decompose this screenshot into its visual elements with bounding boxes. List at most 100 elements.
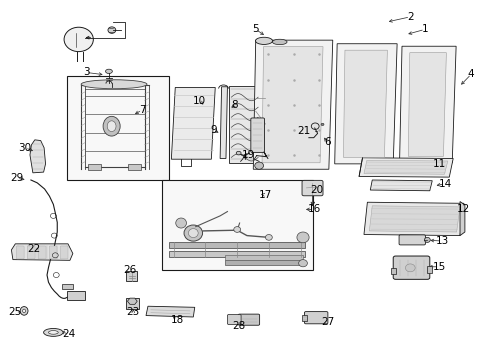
FancyBboxPatch shape <box>250 118 264 152</box>
Text: 6: 6 <box>324 138 330 147</box>
Bar <box>161 180 312 270</box>
Bar <box>126 298 139 309</box>
Text: 4: 4 <box>467 69 473 79</box>
Polygon shape <box>30 140 45 173</box>
Text: 10: 10 <box>193 96 206 106</box>
FancyBboxPatch shape <box>60 246 68 259</box>
Text: 13: 13 <box>434 236 447 246</box>
Ellipse shape <box>20 307 28 315</box>
FancyBboxPatch shape <box>227 315 241 324</box>
Text: 8: 8 <box>231 100 238 110</box>
FancyBboxPatch shape <box>398 235 425 245</box>
Text: 2: 2 <box>406 12 413 22</box>
Text: 7: 7 <box>139 105 145 115</box>
Polygon shape <box>358 158 452 177</box>
Ellipse shape <box>233 226 240 232</box>
Ellipse shape <box>296 232 308 243</box>
Polygon shape <box>368 206 459 232</box>
FancyBboxPatch shape <box>16 246 24 259</box>
Polygon shape <box>399 46 455 163</box>
Ellipse shape <box>188 229 198 238</box>
Bar <box>168 251 305 257</box>
Bar <box>62 284 73 289</box>
Polygon shape <box>334 44 396 164</box>
Bar <box>128 163 141 170</box>
Ellipse shape <box>236 151 241 155</box>
Text: 30: 30 <box>19 143 32 153</box>
Text: 25: 25 <box>9 307 22 317</box>
Polygon shape <box>253 40 332 169</box>
Text: 26: 26 <box>123 265 136 275</box>
FancyBboxPatch shape <box>392 256 429 279</box>
Bar <box>66 291 85 300</box>
FancyBboxPatch shape <box>238 314 259 325</box>
Ellipse shape <box>255 37 272 44</box>
Polygon shape <box>363 160 447 174</box>
Text: 16: 16 <box>307 204 320 215</box>
Text: 20: 20 <box>309 185 323 195</box>
Text: 21: 21 <box>297 126 310 135</box>
Bar <box>302 315 306 321</box>
Bar <box>88 163 101 170</box>
Ellipse shape <box>22 309 25 313</box>
Text: 27: 27 <box>321 317 334 327</box>
FancyBboxPatch shape <box>49 246 57 259</box>
Polygon shape <box>220 87 227 158</box>
Bar <box>390 267 395 274</box>
Ellipse shape <box>298 260 307 267</box>
Polygon shape <box>343 50 386 157</box>
Ellipse shape <box>107 121 116 132</box>
Polygon shape <box>363 202 463 235</box>
Ellipse shape <box>108 27 116 33</box>
Ellipse shape <box>81 80 147 89</box>
Ellipse shape <box>254 162 263 169</box>
Text: 14: 14 <box>438 179 451 189</box>
Text: 29: 29 <box>10 173 23 183</box>
Text: 3: 3 <box>82 67 89 77</box>
Text: 11: 11 <box>432 159 445 169</box>
Ellipse shape <box>265 234 272 240</box>
Ellipse shape <box>43 328 63 336</box>
Ellipse shape <box>321 123 324 126</box>
FancyBboxPatch shape <box>304 312 327 324</box>
FancyBboxPatch shape <box>38 246 46 259</box>
Ellipse shape <box>105 69 112 73</box>
Text: 23: 23 <box>126 307 140 317</box>
Ellipse shape <box>424 237 429 242</box>
Ellipse shape <box>64 27 93 51</box>
Bar <box>168 242 305 248</box>
FancyBboxPatch shape <box>27 246 35 259</box>
Text: 9: 9 <box>209 125 216 135</box>
Ellipse shape <box>175 218 186 228</box>
Text: 18: 18 <box>170 315 183 325</box>
Ellipse shape <box>405 264 414 272</box>
Polygon shape <box>459 202 464 235</box>
Text: 12: 12 <box>456 204 469 214</box>
Text: 17: 17 <box>258 190 271 200</box>
Polygon shape <box>369 180 431 191</box>
Bar <box>66 76 168 180</box>
Bar <box>224 260 303 265</box>
Text: 5: 5 <box>252 24 259 35</box>
Ellipse shape <box>272 39 286 45</box>
Text: 22: 22 <box>27 244 41 254</box>
Ellipse shape <box>103 116 120 136</box>
Bar <box>427 266 431 273</box>
Polygon shape <box>262 46 323 163</box>
Polygon shape <box>11 244 73 260</box>
FancyBboxPatch shape <box>302 180 323 196</box>
Bar <box>126 271 137 281</box>
Text: 28: 28 <box>231 321 245 331</box>
Text: 1: 1 <box>421 24 427 35</box>
Polygon shape <box>407 53 446 156</box>
Ellipse shape <box>183 225 202 241</box>
Polygon shape <box>146 306 194 317</box>
Polygon shape <box>127 298 137 304</box>
Text: 24: 24 <box>62 329 76 339</box>
Bar <box>224 255 303 260</box>
Polygon shape <box>171 87 215 159</box>
Text: 19: 19 <box>241 150 255 160</box>
Text: 15: 15 <box>432 262 445 272</box>
Ellipse shape <box>48 330 58 334</box>
Polygon shape <box>228 86 260 163</box>
